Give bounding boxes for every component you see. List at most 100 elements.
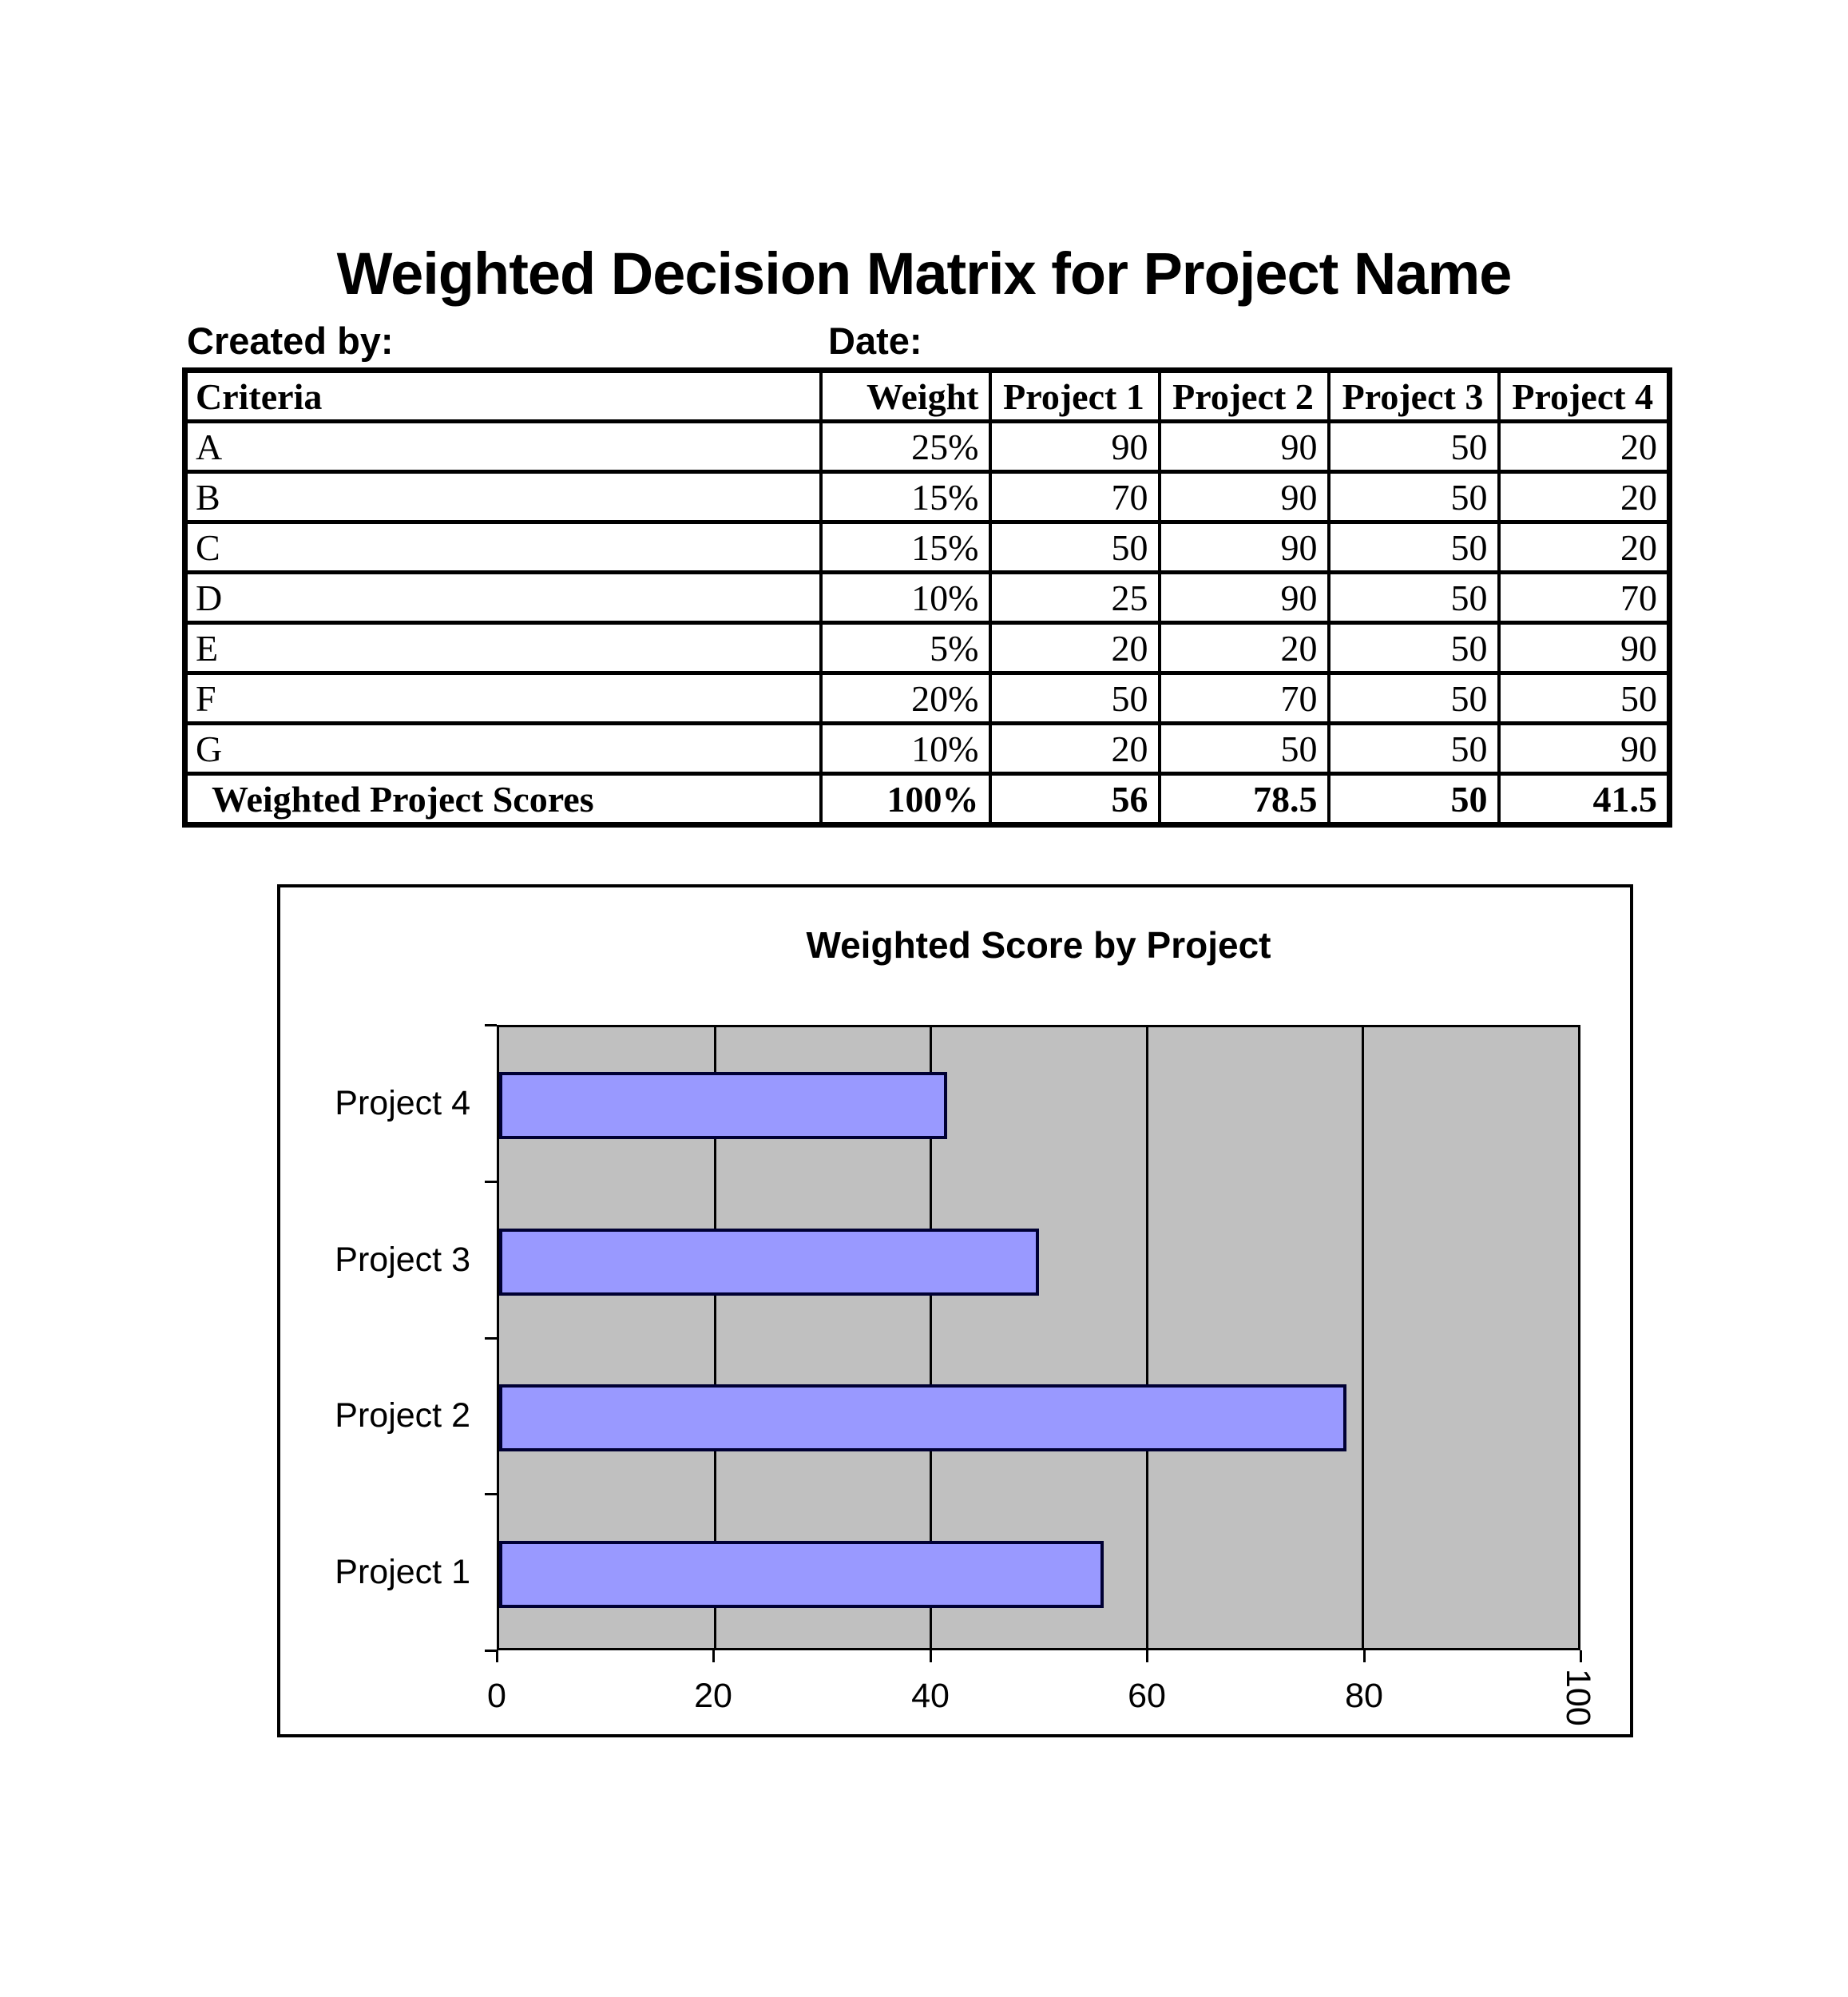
- table-cell: A: [183, 419, 823, 474]
- table-cell: C: [183, 520, 823, 574]
- table-cell: 15%: [819, 470, 992, 524]
- table-cell: 50: [1327, 470, 1501, 524]
- table-row: D 10% 25 90 50 70: [183, 570, 1672, 625]
- plot-area: [497, 1025, 1580, 1650]
- table-cell: 25%: [819, 419, 992, 474]
- table-cell: 25: [988, 570, 1161, 625]
- table-cell: E: [183, 621, 823, 675]
- chart-title: Weighted Score by Project: [806, 924, 1271, 966]
- table-cell: 56: [988, 772, 1161, 827]
- table-cell: 90: [1157, 570, 1330, 625]
- page-title: Weighted Decision Matrix for Project Nam…: [336, 240, 1513, 307]
- x-axis-tick-60: [1146, 1650, 1148, 1662]
- table-cell: 50: [1327, 570, 1501, 625]
- y-axis-tick: [485, 1337, 497, 1340]
- table-cell: 78.5: [1157, 772, 1330, 827]
- table-cell: 50: [1327, 671, 1501, 725]
- decision-matrix-table: Criteria Weight Project 1 Project 2 Project …: [182, 367, 1672, 828]
- table-cell: 20: [1157, 621, 1330, 675]
- gridline-60: [1145, 1027, 1148, 1648]
- table-cell: 5%: [819, 621, 992, 675]
- table-cell: 20: [1497, 520, 1672, 574]
- table-cell: 70: [1497, 570, 1672, 625]
- table-cell: 90: [1497, 721, 1672, 776]
- table-header-row: Criteria Weight Project 1 Project 2 Project …: [183, 368, 1672, 423]
- y-axis-tick: [485, 1024, 497, 1026]
- table-cell: 100%: [819, 772, 992, 827]
- table-cell: 50: [988, 671, 1161, 725]
- category-label-project-3: Project 3: [335, 1241, 470, 1279]
- table-row: F 20% 50 70 50 50: [183, 671, 1672, 725]
- x-axis-tick-80: [1363, 1650, 1366, 1662]
- table-cell: 90: [1157, 470, 1330, 524]
- x-axis-tick-20: [712, 1650, 715, 1662]
- table-cell: 10%: [819, 721, 992, 776]
- table-row: A 25% 90 90 50 20: [183, 419, 1672, 474]
- table-cell: Weight: [819, 368, 992, 423]
- table-cell: F: [183, 671, 823, 725]
- table-cell: 20: [988, 621, 1161, 675]
- table-cell: 41.5: [1497, 772, 1672, 827]
- table-cell: 50: [988, 520, 1161, 574]
- category-label-project-2: Project 2: [335, 1396, 470, 1435]
- table-cell: 90: [1157, 520, 1330, 574]
- bar-project-1: [499, 1541, 1104, 1608]
- table-cell: Project 1: [988, 368, 1161, 423]
- table-cell: 50: [1327, 772, 1501, 827]
- table-cell: G: [183, 721, 823, 776]
- category-label-project-1: Project 1: [335, 1553, 470, 1591]
- table-cell: Project 2: [1157, 368, 1330, 423]
- table-cell: 15%: [819, 520, 992, 574]
- x-axis-label-80: 80: [1345, 1677, 1383, 1715]
- table-cell: Weighted Project Scores: [183, 772, 823, 827]
- weighted-score-chart: Weighted Score by Project Project 4 Proje…: [277, 884, 1633, 1737]
- category-label-project-4: Project 4: [335, 1084, 470, 1122]
- table-cell: 70: [988, 470, 1161, 524]
- table-cell: 10%: [819, 570, 992, 625]
- table-cell: D: [183, 570, 823, 625]
- x-axis-label-60: 60: [1128, 1677, 1166, 1715]
- table-row: C 15% 50 90 50 20: [183, 520, 1672, 574]
- table-cell: 50: [1327, 621, 1501, 675]
- table-cell: 50: [1327, 721, 1501, 776]
- table-cell: 90: [1157, 419, 1330, 474]
- table-row: E 5% 20 20 50 90: [183, 621, 1672, 675]
- x-axis-label-0: 0: [487, 1677, 506, 1715]
- gridline-40: [930, 1027, 933, 1648]
- table-cell: B: [183, 470, 823, 524]
- table-cell: 90: [1497, 621, 1672, 675]
- table-cell: 20: [988, 721, 1161, 776]
- table-cell: 20: [1497, 419, 1672, 474]
- gridline-80: [1361, 1027, 1364, 1648]
- bar-project-3: [499, 1229, 1039, 1296]
- table-header: Criteria Weight Project 1 Project 2 Project …: [183, 368, 1672, 423]
- table-cell: 50: [1327, 520, 1501, 574]
- x-axis-label-40: 40: [911, 1677, 950, 1715]
- y-axis-tick: [485, 1493, 497, 1495]
- table-cell: 70: [1157, 671, 1330, 725]
- table-row: B 15% 70 90 50 20: [183, 470, 1672, 524]
- x-axis-tick-40: [930, 1650, 932, 1662]
- x-axis-label-text: 100: [1564, 1669, 1593, 1726]
- date-label: Date:: [828, 320, 922, 362]
- x-axis-tick-100: [1580, 1650, 1582, 1662]
- bar-project-2: [499, 1384, 1346, 1451]
- bar-project-4: [499, 1072, 947, 1139]
- table-cell: Project 3: [1327, 368, 1501, 423]
- table-cell: Project 4: [1497, 368, 1672, 423]
- y-axis-tick: [485, 1181, 497, 1183]
- x-axis-tick-0: [496, 1650, 498, 1662]
- table-cell: 50: [1497, 671, 1672, 725]
- table-cell: 20%: [819, 671, 992, 725]
- criteria-table-body: A 25% 90 90 50 20 B 15% 70 90 50 20 C 15% 50 90 50 20 D 10%…: [183, 419, 1672, 827]
- created-by-label: Created by:: [187, 320, 394, 362]
- table-total-row: Weighted Project Scores 100% 56 78.5 50 41.5: [183, 772, 1672, 827]
- table-cell: 50: [1327, 419, 1501, 474]
- table-cell: 20: [1497, 470, 1672, 524]
- table-cell: Criteria: [183, 368, 823, 423]
- x-axis-label-100: 100: [1564, 1669, 1593, 1766]
- table-cell: 90: [988, 419, 1161, 474]
- y-axis-tick: [485, 1650, 497, 1652]
- table-row: G 10% 20 50 50 90: [183, 721, 1672, 776]
